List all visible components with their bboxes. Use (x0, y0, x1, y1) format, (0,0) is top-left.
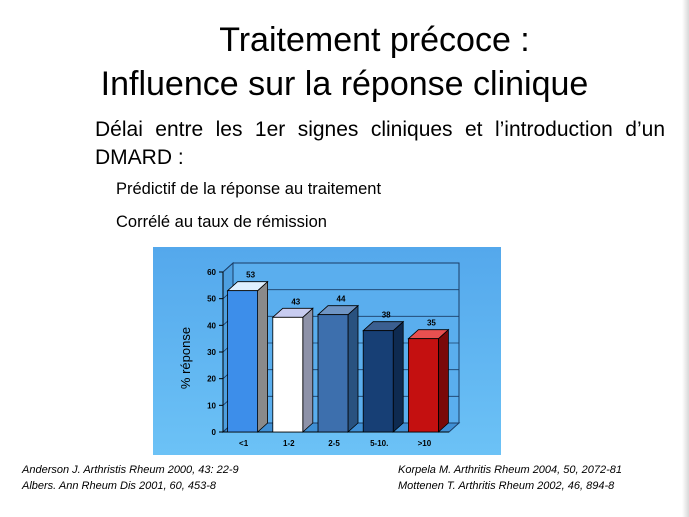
bar-side (347, 304, 359, 433)
bar-side (392, 320, 404, 433)
sub-item-predictive: Prédictif de la réponse au traitement (116, 180, 382, 198)
bar (407, 338, 439, 433)
bar (227, 290, 258, 433)
x-tick-label: >10 (418, 439, 432, 448)
bar-data-label: 53 (246, 271, 255, 280)
references-left: Anderson J. Arthristis Rheum 2000, 43: 2… (22, 462, 239, 494)
y-tick-label: 40 (207, 321, 216, 330)
bar-side (257, 280, 268, 433)
body-text-line1: Délai entre les 1er signes cliniques et … (95, 118, 665, 141)
bar-data-label: 44 (337, 295, 346, 304)
slide-title-line2: Influence sur la réponse clinique (100, 65, 589, 103)
sub-item-correlated: Corrélé au taux de rémission (116, 213, 327, 231)
bar (272, 316, 304, 433)
x-tick-label: <1 (239, 439, 249, 448)
y-tick-label: 60 (207, 268, 216, 277)
reference-albers: Albers. Ann Rheum Dis 2001, 60, 453-8 (22, 480, 217, 492)
y-tick-label: 0 (212, 428, 217, 437)
reference-anderson: Anderson J. Arthristis Rheum 2000, 43: 2… (22, 464, 239, 476)
references-right: Korpela M. Arthritis Rheum 2004, 50, 207… (398, 462, 622, 494)
x-tick-label: 1-2 (283, 439, 295, 448)
slide-edge-shadow (682, 0, 689, 517)
bar (317, 314, 349, 433)
y-axis-label: % réponse (178, 327, 193, 389)
gridline-side (222, 262, 234, 273)
reference-mottenen: Mottenen T. Arthritis Rheum 2002, 46, 89… (398, 480, 615, 492)
y-tick-label: 30 (207, 348, 216, 357)
bar (362, 330, 394, 433)
y-tick-label: 20 (207, 375, 216, 384)
y-tick-label: 10 (207, 401, 216, 410)
bar-data-label: 43 (291, 297, 300, 306)
bar-side (302, 307, 314, 433)
body-text-line2: DMARD : (95, 146, 184, 169)
bar-chart: 0 10 20 30 40 50 60 % réponse 53 <1 43 1-2 44 2-5 38 5-… (153, 247, 501, 455)
x-tick-label: 5-10. (370, 439, 388, 448)
bar-side (437, 328, 449, 433)
reference-korpela: Korpela M. Arthritis Rheum 2004, 50, 207… (398, 464, 622, 476)
bar-chart-svg: 0 10 20 30 40 50 60 % réponse 53 <1 43 1-2 44 2-5 38 5-… (178, 261, 461, 448)
y-tick-label: 50 (207, 295, 216, 304)
x-tick-label: 2-5 (328, 439, 340, 448)
slide-title-line1: Traitement précoce : (219, 21, 530, 59)
bar-data-label: 35 (427, 319, 436, 328)
bar-data-label: 38 (382, 311, 391, 320)
